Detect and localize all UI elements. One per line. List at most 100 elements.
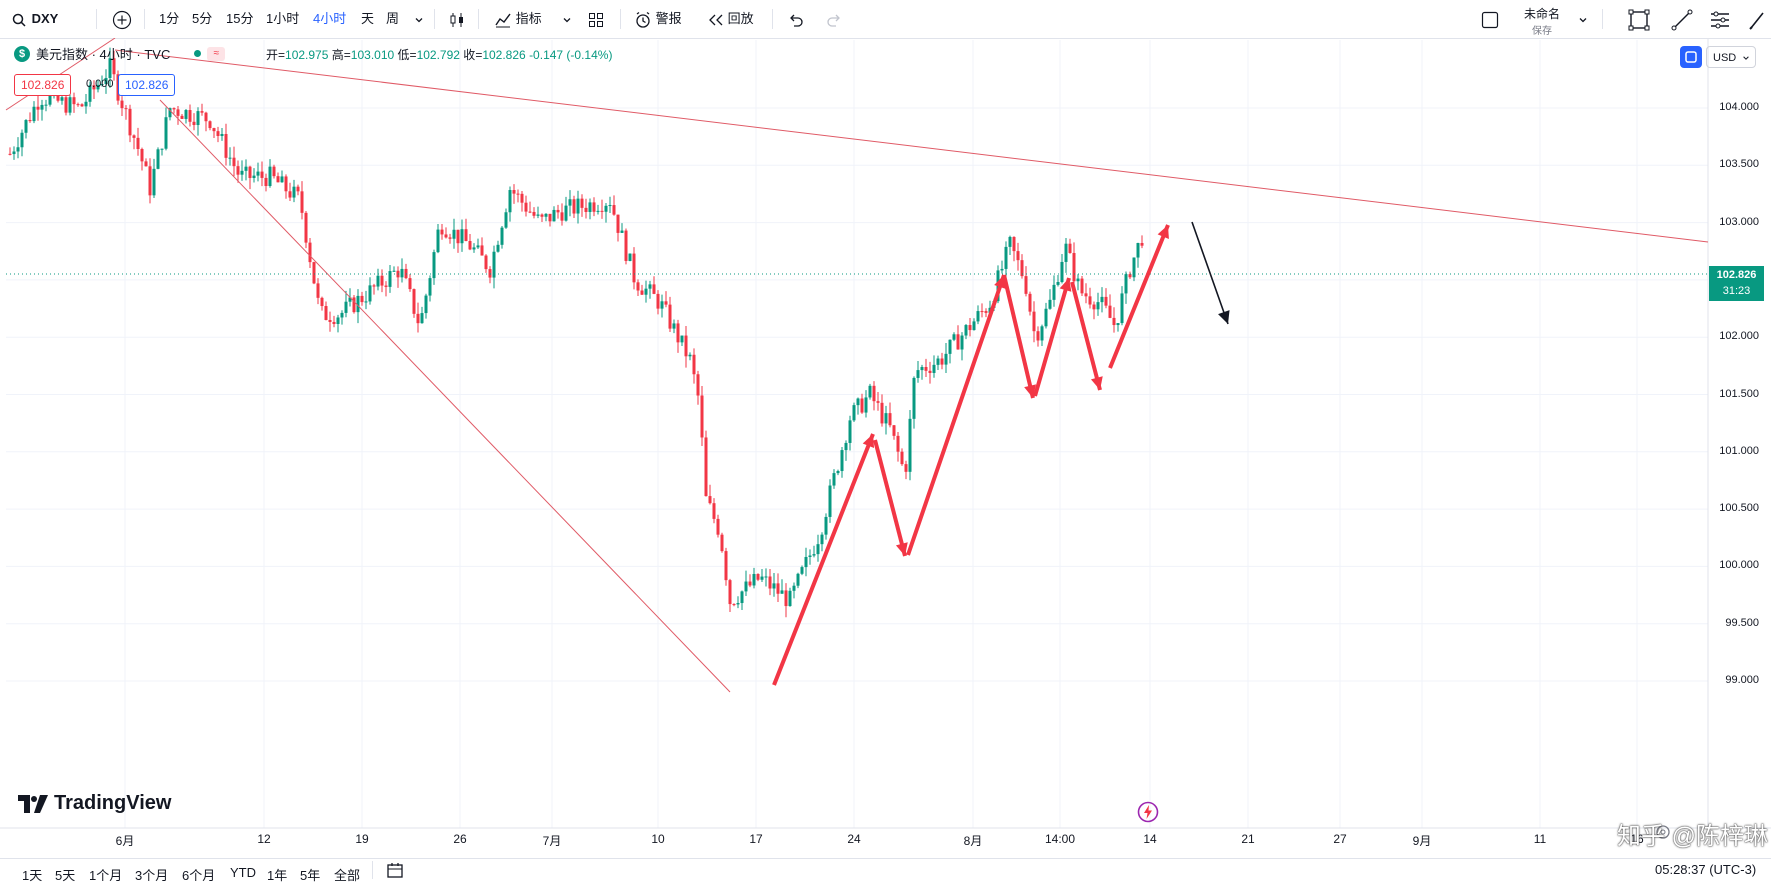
candle-body: [32, 106, 36, 122]
trendline-tool[interactable]: [1671, 0, 1693, 38]
symbol-search[interactable]: DXY: [12, 0, 58, 38]
candle-body: [136, 137, 140, 150]
candle-body: [152, 168, 156, 196]
red-annotation-arrow[interactable]: [1033, 277, 1072, 397]
red-annotation-arrow[interactable]: [1108, 224, 1170, 369]
range-3m[interactable]: 3个月: [135, 868, 169, 883]
layout-name: 未命名: [1523, 7, 1560, 21]
candle-body: [592, 202, 596, 212]
candle-body: [748, 581, 752, 586]
candle-body: [864, 397, 868, 413]
interval-5m[interactable]: 5分: [192, 11, 213, 26]
falling-trendline[interactable]: [159, 99, 731, 693]
range-1y[interactable]: 1年: [267, 868, 288, 883]
layout-toggle[interactable]: [1481, 0, 1499, 38]
fullscreen-button[interactable]: [1628, 0, 1650, 38]
price-tick-label: 104.000: [1719, 101, 1759, 113]
range-6m[interactable]: 6个月: [182, 868, 216, 883]
range-1d[interactable]: 1天: [22, 868, 43, 883]
indicators-button[interactable]: 指标: [494, 0, 542, 38]
candle-body: [384, 285, 388, 287]
candle-body: [176, 109, 180, 116]
range-ytd[interactable]: YTD: [230, 865, 256, 880]
interval-15m[interactable]: 15分: [226, 11, 254, 26]
candle-body: [768, 576, 772, 589]
range-5y[interactable]: 5年: [300, 868, 321, 883]
candle-body: [972, 321, 976, 331]
tradingview-logo[interactable]: TradingView: [18, 792, 171, 815]
red-annotation-arrow[interactable]: [1070, 281, 1103, 391]
range-5d[interactable]: 5天: [55, 868, 76, 883]
interval-1m[interactable]: 1分: [159, 11, 180, 26]
candle-body: [640, 290, 644, 295]
layouts-button[interactable]: [588, 0, 604, 38]
candle-body: [1080, 278, 1084, 294]
candle-body: [552, 209, 556, 222]
goto-date-button[interactable]: [386, 862, 404, 881]
dollar-logo-icon: $: [14, 45, 30, 62]
layout-name-box[interactable]: 未命名 保存: [1520, 5, 1564, 37]
descending-trendline[interactable]: [114, 49, 1709, 243]
candle-body: [284, 176, 288, 192]
candle-body: [816, 544, 820, 555]
auto-scale-button[interactable]: [1680, 46, 1702, 68]
time-tick-label: 21: [1241, 832, 1255, 846]
legend-title-group[interactable]: $ 美元指数 · 4小时 · TVC ≈: [14, 44, 226, 63]
candle-body: [604, 205, 608, 212]
replay-button[interactable]: 回放: [708, 0, 754, 38]
ask-price-button[interactable]: 102.826: [118, 74, 176, 96]
candle-body: [268, 166, 272, 187]
red-annotation-arrow[interactable]: [873, 439, 908, 557]
add-symbol-button[interactable]: [112, 0, 132, 38]
candle-body: [252, 175, 256, 178]
candle-body: [288, 191, 292, 198]
candle-body: [696, 374, 700, 396]
redo-button[interactable]: [826, 0, 842, 38]
candle-body: [20, 132, 24, 148]
candle-body: [204, 112, 208, 122]
bid-price-button[interactable]: 102.826: [14, 74, 72, 96]
interval-week[interactable]: 周: [386, 11, 400, 26]
interval-1h[interactable]: 1小时: [266, 11, 300, 26]
price-chart[interactable]: [0, 38, 1771, 831]
candle-body: [432, 252, 436, 279]
price-tick-label: 100.500: [1719, 502, 1759, 515]
red-annotation-arrow[interactable]: [1002, 274, 1037, 399]
candle-body: [580, 198, 584, 208]
settings-button[interactable]: [1709, 0, 1731, 38]
candle-body: [652, 284, 656, 294]
candle-body: [324, 306, 328, 320]
undo-button[interactable]: [788, 0, 804, 38]
candle-body: [1108, 305, 1112, 318]
time-tick-label: 6月: [115, 834, 135, 848]
candle-body: [832, 473, 836, 486]
interval-dropdown[interactable]: [414, 0, 424, 38]
goto-realtime-button[interactable]: [1655, 824, 1671, 843]
range-1m[interactable]: 1个月: [89, 868, 123, 883]
red-annotation-arrow[interactable]: [906, 274, 1006, 556]
top-toolbar: DXY 1分 5分 15分 1小时 4小时 天 周 指标 警报 回放: [0, 0, 1771, 39]
layout-dropdown[interactable]: [1578, 0, 1588, 38]
candle-body: [1120, 293, 1124, 324]
indicators-dropdown[interactable]: [562, 0, 572, 38]
pencil-tool[interactable]: [1748, 0, 1766, 38]
candle-body: [196, 111, 200, 126]
red-annotation-arrow[interactable]: [772, 433, 875, 686]
currency-select[interactable]: USD: [1706, 46, 1756, 68]
candle-body: [744, 581, 748, 592]
candle-body: [1104, 296, 1108, 306]
alert-button[interactable]: 警报: [634, 0, 682, 38]
candle-body: [844, 442, 848, 451]
candle-body: [720, 534, 724, 552]
clock[interactable]: 05:28:37 (UTC-3): [1655, 862, 1757, 877]
interval-day[interactable]: 天: [361, 11, 375, 26]
black-annotation-arrow[interactable]: [1191, 221, 1230, 325]
candle-body: [668, 304, 672, 329]
range-all[interactable]: 全部: [334, 868, 361, 883]
candle-body: [840, 450, 844, 472]
candle-body: [96, 84, 100, 90]
candle-body: [1068, 243, 1072, 253]
flash-button[interactable]: [1137, 801, 1159, 826]
chart-type-button[interactable]: [448, 0, 466, 38]
interval-4h[interactable]: 4小时: [313, 11, 347, 26]
